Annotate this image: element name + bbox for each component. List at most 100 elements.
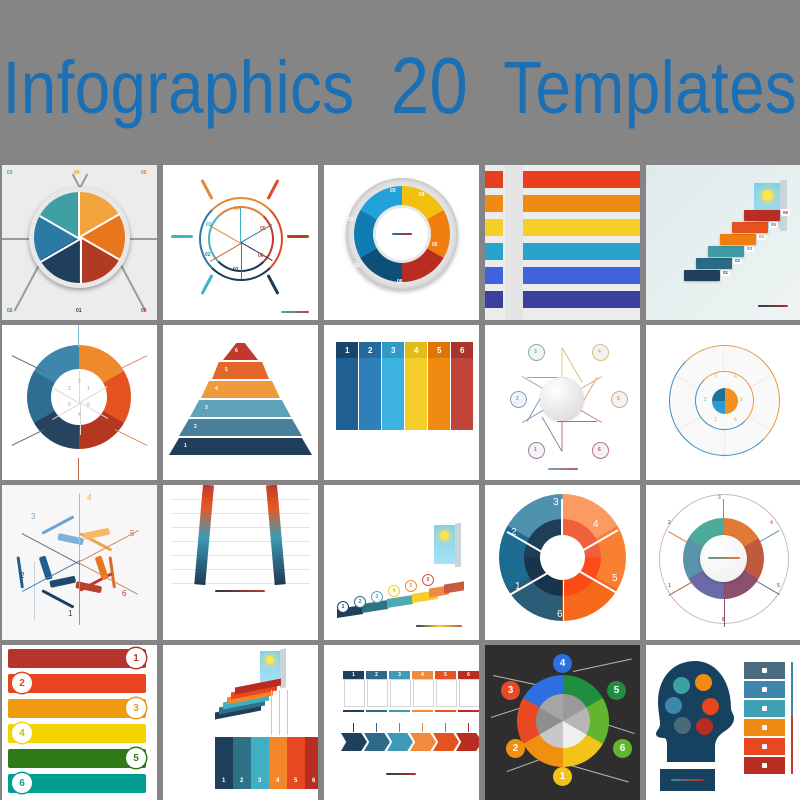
bubble-5[interactable]: 5 [607,681,626,700]
template-card-9[interactable]: 3 4 5 6 1 2 [485,325,640,480]
template-card-5[interactable]: 01 02 03 04 05 06 [646,165,800,320]
pyramid-layer-1[interactable] [169,438,312,455]
template-card-14[interactable]: 4 5 6 1 2 3 [485,485,640,640]
bubble-4[interactable]: 4 [553,654,572,673]
side-block-2[interactable] [744,681,785,698]
ribbon-5[interactable] [428,342,450,430]
box-body-1[interactable] [344,679,365,707]
color-block-5[interactable] [287,737,305,789]
banner-bar-5[interactable] [8,749,146,768]
step-01[interactable] [684,270,720,281]
box-body-3[interactable] [390,679,411,707]
ribbon-4[interactable] [405,342,427,430]
bubble-6[interactable]: 6 [613,739,632,758]
template-card-18[interactable]: 1 2 3 4 5 6 [324,645,479,800]
bar-2[interactable] [523,195,640,212]
step-02[interactable] [696,258,732,269]
chevron-1[interactable] [341,733,367,751]
step-04[interactable] [720,234,756,245]
box-body-4[interactable] [413,679,434,707]
template-card-19[interactable]: 4 5 6 1 2 3 [485,645,640,800]
circ-label-1: 1 [714,417,717,423]
hex-node-4[interactable] [593,345,608,360]
step-06[interactable] [744,210,780,221]
chevron-3[interactable] [387,733,413,751]
color-block-4[interactable] [269,737,287,789]
side-block-5[interactable] [744,738,785,755]
ribbon-num-4: 4 [414,346,419,355]
double-ring-donut: 4 5 6 1 2 3 [485,485,640,640]
pyramid-layer-6[interactable] [223,343,258,360]
ramp-seg-6[interactable] [444,581,464,594]
hex-node-3[interactable] [529,345,544,360]
banner-bar-1[interactable] [8,649,146,668]
pyramid-layer-3[interactable] [190,400,291,417]
chevron-2[interactable] [364,733,390,751]
side-block-1[interactable] [744,662,785,679]
gear-icon-6 [696,718,713,735]
box-body-5[interactable] [436,679,457,707]
bar-6[interactable] [523,291,640,308]
step-05[interactable] [732,222,768,233]
banner-bar-3[interactable] [8,699,146,718]
chevron-5[interactable] [433,733,459,751]
pyramid-layer-5[interactable] [212,362,269,379]
step-03[interactable] [708,246,744,257]
hex-node-6[interactable] [593,443,608,458]
ribbon-2[interactable] [359,342,381,430]
bubble-3[interactable]: 3 [501,681,520,700]
template-card-11[interactable]: 3 4 5 6 1 2 [2,485,157,640]
gradient-strip-left[interactable] [194,485,214,586]
color-block-3[interactable] [251,737,269,789]
box-body-6[interactable] [459,679,479,707]
bar-4[interactable] [523,243,640,260]
hex-node-5[interactable] [612,392,627,407]
template-card-2[interactable]: 04 05 06 01 02 03 [163,165,318,320]
side-block-6[interactable] [744,757,785,774]
ribbon-3[interactable] [382,342,404,430]
bar-1[interactable] [523,171,640,188]
door-leaf [455,522,461,568]
chevron-6[interactable] [456,733,479,751]
template-card-17[interactable]: 1 2 3 4 5 6 [163,645,318,800]
bar-5[interactable] [523,267,640,284]
side-block-4[interactable] [744,719,785,736]
ribbon-6[interactable] [451,342,473,430]
template-card-10[interactable]: 3 4 5 6 1 2 [646,325,800,480]
hex-label-1: 1 [534,447,537,453]
pyramid-layer-2[interactable] [179,419,302,436]
hub-legend-line [708,557,740,559]
template-card-1[interactable]: 03 04 05 02 01 06 [2,165,157,320]
color-block-1[interactable] [215,737,233,789]
template-card-7[interactable]: 6 5 4 3 2 1 [163,325,318,480]
template-card-3[interactable]: 04 05 06 01 02 03 [324,165,479,320]
side-block-3[interactable] [744,700,785,717]
box-head-2: 2 [366,671,387,679]
legend-line [386,773,416,775]
bar-3[interactable] [523,219,640,236]
hex-node-2[interactable] [511,392,526,407]
hex-node-1[interactable] [529,443,544,458]
template-card-15[interactable]: 3 4 5 6 1 2 [646,485,800,640]
bubble-2[interactable]: 2 [506,739,525,758]
template-card-13[interactable]: 1 2 3 4 5 6 [324,485,479,640]
box-body-2[interactable] [367,679,388,707]
chevron-4[interactable] [410,733,436,751]
template-card-6[interactable]: 1 6 2 5 3 4 [2,325,157,480]
banner-bar-2[interactable] [8,674,146,693]
color-block-2[interactable] [233,737,251,789]
template-card-12[interactable] [163,485,318,640]
pyramid-layer-4[interactable] [201,381,280,398]
color-block-6[interactable] [305,737,318,789]
ribbon-1[interactable] [336,342,358,430]
bubble-1[interactable]: 1 [553,767,572,786]
template-card-16[interactable]: 1 2 3 4 5 6 [2,645,157,800]
ramp-seg-2[interactable] [362,599,388,614]
template-card-8[interactable]: 1 2 3 4 5 6 [324,325,479,480]
banner-bar-6[interactable] [8,774,146,793]
banner-bar-4[interactable] [8,724,146,743]
ramp-seg-3[interactable] [387,594,413,609]
template-card-20[interactable] [646,645,800,800]
gradient-strip-right[interactable] [266,485,286,586]
template-card-4[interactable]: 1 2 3 4 5 6 [485,165,640,320]
